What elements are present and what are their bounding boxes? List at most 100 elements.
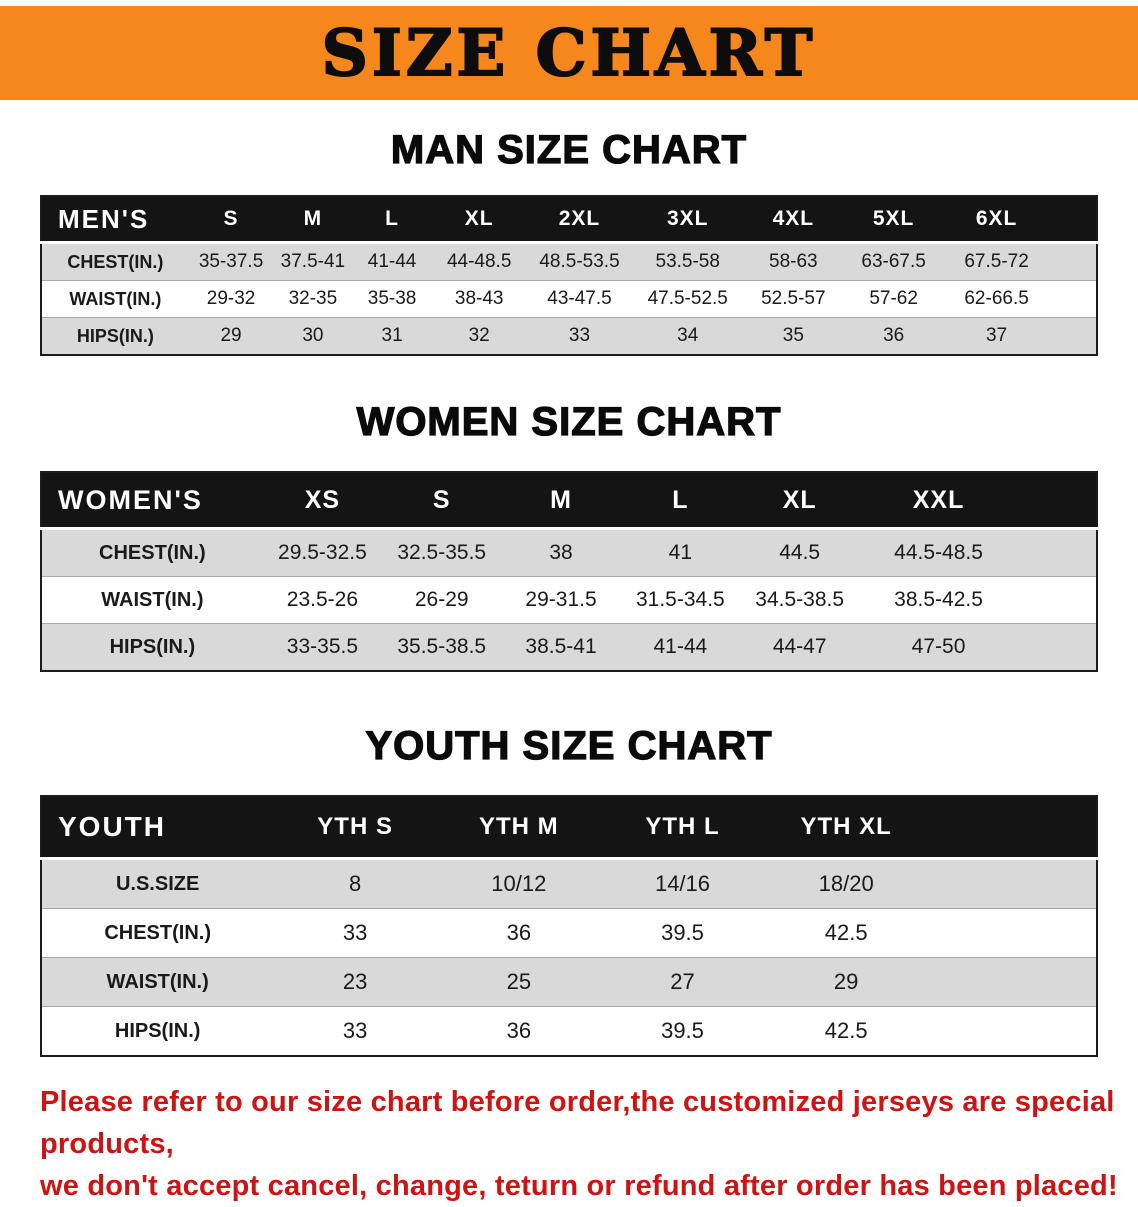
table-cell: 44.5-48.5 xyxy=(894,541,983,564)
size-column-header: YTH XL xyxy=(764,796,928,860)
table-cell: 35 xyxy=(743,317,844,355)
spacer-cell xyxy=(928,908,1097,958)
size-column-header: S xyxy=(188,196,274,244)
table-cell: 32-35 xyxy=(273,280,353,318)
table-cell: 39.5 xyxy=(600,908,765,958)
size-column-header: XXL xyxy=(859,472,1018,530)
row-label: WAIST(IN.) xyxy=(41,280,189,318)
men-size-table: MEN'S S M L XL 2XL 3XL 4XL 5XL 6XL CHEST… xyxy=(40,195,1098,356)
size-chart-page: { "banner": { "title": "SIZE CHART", "bg… xyxy=(0,6,1138,1202)
table-cell: 36 xyxy=(843,317,944,355)
table-cell: 44-47 xyxy=(740,623,860,671)
table-row: CHEST(IN.) 33 36 39.5 42.5 xyxy=(41,908,1097,958)
disclaimer-line-2: we don't accept cancel, change, teturn o… xyxy=(40,1170,1118,1203)
row-label: CHEST(IN.) xyxy=(67,251,164,272)
spacer-cell xyxy=(928,796,1097,860)
spacer-cell xyxy=(1017,623,1097,671)
table-row: HIPS(IN.) 29 30 31 32 33 34 35 36 37 xyxy=(41,317,1097,355)
table-cell: 37 xyxy=(943,317,1050,355)
size-column-header: 5XL xyxy=(843,196,944,244)
table-cell: 33 xyxy=(273,908,437,958)
table-row: U.S.SIZE 8 10/12 14/16 18/20 xyxy=(41,858,1097,909)
row-label: WAIST(IN.) xyxy=(41,957,274,1007)
table-cell: 33 xyxy=(526,317,633,355)
table-cell: 47.5-52.5 xyxy=(632,280,744,318)
spacer-cell xyxy=(1049,196,1097,244)
table-cell: 25 xyxy=(436,957,601,1007)
row-label: U.S.SIZE xyxy=(115,872,200,895)
women-section-heading: WOMEN SIZE CHART xyxy=(356,399,782,444)
table-cell: 47-50 xyxy=(859,623,1018,671)
size-column-header: XL xyxy=(431,196,527,244)
table-cell: 38 xyxy=(549,541,573,564)
size-column-header: L xyxy=(620,472,741,530)
table-row: WAIST(IN.) 23.5-26 26-29 29-31.5 31.5-34… xyxy=(41,576,1097,624)
table-cell: 43-47.5 xyxy=(526,280,633,318)
table-cell: 63-67.5 xyxy=(861,251,926,272)
disclaimer-text: Please refer to our size chart before or… xyxy=(40,1081,1138,1207)
table-cell: 26-29 xyxy=(382,576,502,624)
table-cell: 10/12 xyxy=(491,871,547,896)
youth-table-title: YOUTH xyxy=(41,796,274,860)
table-cell: 23.5-26 xyxy=(262,576,383,624)
spacer-cell xyxy=(1018,529,1097,577)
table-cell: 38.5-42.5 xyxy=(859,576,1018,624)
table-cell: 62-66.5 xyxy=(943,280,1050,318)
table-cell: 58-63 xyxy=(769,251,818,272)
table-cell: 67.5-72 xyxy=(964,251,1029,272)
spacer-cell xyxy=(928,957,1097,1007)
table-cell: 41 xyxy=(668,541,693,564)
table-cell: 29-32 xyxy=(188,280,274,318)
row-label: CHEST(IN.) xyxy=(41,908,274,958)
size-column-header: L xyxy=(352,196,432,244)
size-column-header: M xyxy=(273,196,353,244)
youth-size-table: YOUTH YTH S YTH M YTH L YTH XL U.S.SIZE … xyxy=(40,795,1098,1057)
table-cell: 52.5-57 xyxy=(743,280,844,318)
table-cell: 31 xyxy=(352,317,432,355)
size-column-header: 4XL xyxy=(743,196,844,244)
page-title: SIZE CHART xyxy=(321,15,817,92)
table-cell: 27 xyxy=(600,957,765,1007)
table-cell: 35-38 xyxy=(352,280,432,318)
table-row: HIPS(IN.) 33-35.5 35.5-38.5 38.5-41 41-4… xyxy=(41,623,1097,671)
table-cell: 14/16 xyxy=(654,871,711,896)
table-cell: 44.5 xyxy=(779,541,821,564)
women-size-table: WOMEN'S XS S M L XL XXL CHEST(IN.) 29.5-… xyxy=(40,471,1098,672)
table-cell: 8 xyxy=(349,871,362,896)
size-column-header: 2XL xyxy=(526,196,633,244)
size-column-header: S xyxy=(382,472,502,530)
spacer-cell xyxy=(928,1006,1097,1056)
men-table-title: MEN'S xyxy=(41,196,189,244)
table-row: CHEST(IN.) 29.5-32.5 32.5-35.5 38 41 44.… xyxy=(41,528,1097,577)
table-cell: 30 xyxy=(273,317,353,355)
size-column-header: XS xyxy=(262,472,383,530)
table-row: WAIST(IN.) 23 25 27 29 xyxy=(41,957,1097,1007)
row-label: HIPS(IN.) xyxy=(41,317,189,355)
spacer-cell xyxy=(1017,576,1097,624)
table-cell: 32.5-35.5 xyxy=(397,541,487,564)
table-cell: 41-44 xyxy=(367,251,417,272)
table-cell: 29.5-32.5 xyxy=(278,541,367,564)
row-label: WAIST(IN.) xyxy=(41,576,263,624)
table-cell: 42.5 xyxy=(764,908,928,958)
size-column-header: YTH M xyxy=(436,796,601,860)
table-cell: 31.5-34.5 xyxy=(620,576,741,624)
women-table-title: WOMEN'S xyxy=(41,472,263,530)
table-cell: 48.5-53.5 xyxy=(539,251,620,272)
table-cell: 44-48.5 xyxy=(446,251,512,272)
table-cell: 53.5-58 xyxy=(655,251,720,272)
table-cell: 36 xyxy=(436,908,601,958)
table-cell: 57-62 xyxy=(843,280,944,318)
spacer-cell xyxy=(1049,317,1097,355)
table-row: CHEST(IN.) 35-37.5 37.5-41 41-44 44-48.5… xyxy=(41,242,1097,281)
table-cell: 29 xyxy=(764,957,928,1007)
table-cell: 18/20 xyxy=(818,871,874,896)
orange-banner: SIZE CHART xyxy=(0,6,1138,100)
table-cell: 41-44 xyxy=(620,623,741,671)
row-label: CHEST(IN.) xyxy=(99,541,206,564)
table-cell: 34 xyxy=(632,317,744,355)
men-section-heading: MAN SIZE CHART xyxy=(390,127,748,172)
table-cell: 29 xyxy=(188,317,274,355)
size-column-header: 3XL xyxy=(632,196,744,244)
table-cell: 34.5-38.5 xyxy=(740,576,860,624)
